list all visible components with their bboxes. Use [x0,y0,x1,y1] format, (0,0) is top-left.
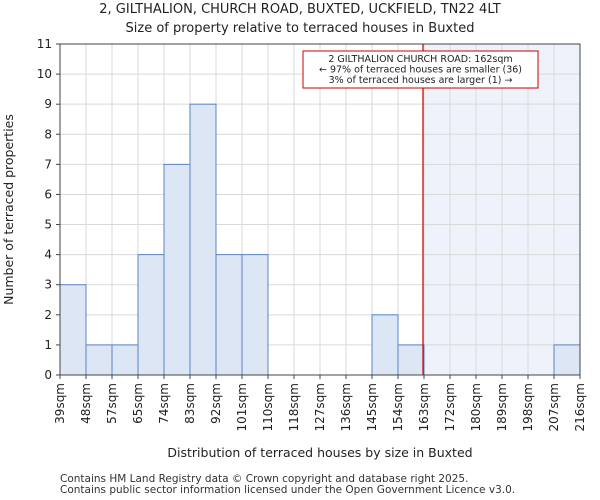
y-tick-label: 4 [44,248,52,262]
x-tick-label: 198sqm [521,383,535,431]
x-tick-label: 145sqm [365,383,379,431]
x-tick-label: 136sqm [339,383,353,431]
y-tick-label: 8 [44,127,52,141]
x-tick-label: 65sqm [131,383,145,424]
y-tick-label: 9 [44,97,52,111]
annotation-line: 3% of terraced houses are larger (1) → [329,75,513,86]
x-axis-label: Distribution of terraced houses by size … [167,445,472,460]
y-tick-label: 0 [44,368,52,382]
histogram-bar [397,344,425,376]
footer-licence: Contains public sector information licen… [60,484,516,496]
x-tick-label: 207sqm [547,383,561,431]
x-tick-label: 39sqm [53,383,67,424]
chart-title: 2, GILTHALION, CHURCH ROAD, BUXTED, UCKF… [99,2,501,17]
x-tick-label: 180sqm [469,383,483,431]
histogram-bar [59,284,87,376]
histogram-bar [163,163,191,376]
x-tick-label: 74sqm [157,383,171,424]
chart-subtitle: Size of property relative to terraced ho… [125,21,475,36]
histogram-bar [215,254,243,376]
y-axis-label: Number of terraced properties [1,114,16,305]
x-tick-label: 154sqm [391,383,405,431]
y-tick-label: 6 [44,187,52,201]
x-tick-label: 127sqm [313,383,327,431]
x-tick-label: 110sqm [261,383,275,431]
y-tick-label: 1 [44,338,52,352]
y-tick-label: 2 [44,308,52,322]
x-tick-label: 57sqm [105,383,119,424]
histogram-bar [371,314,399,376]
histogram-bar [241,254,269,376]
annotation-line: 2 GILTHALION CHURCH ROAD: 162sqm [328,54,512,65]
y-tick-label: 11 [37,37,52,51]
y-tick-label: 7 [44,157,52,171]
x-tick-label: 83sqm [183,383,197,424]
annotation-box [302,50,539,89]
y-tick-label: 10 [37,67,52,81]
x-tick-label: 172sqm [443,383,457,431]
histogram-bar [85,344,113,376]
histogram-bar [189,103,217,376]
footer-copyright: Contains HM Land Registry data © Crown c… [60,473,469,485]
x-tick-label: 189sqm [495,383,509,431]
x-tick-label: 92sqm [209,383,223,424]
x-tick-label: 163sqm [417,383,431,431]
x-tick-label: 216sqm [573,383,587,431]
histogram-chart: 0 1 2 3 4 5 6 7 8 9 10 11 39sqm 48sqm 57sqm 65sqm 74sqm 8… [1,37,587,460]
annotation-line: ← 97% of terraced houses are smaller (36… [319,65,522,76]
y-tick-label: 3 [44,278,52,292]
histogram-bar [137,254,165,376]
x-tick-label: 101sqm [235,383,249,431]
histogram-bar [111,344,139,376]
x-tick-label: 118sqm [287,383,301,431]
histogram-bar [553,344,581,376]
y-tick-label: 5 [44,218,52,232]
x-tick-label: 48sqm [79,383,93,424]
